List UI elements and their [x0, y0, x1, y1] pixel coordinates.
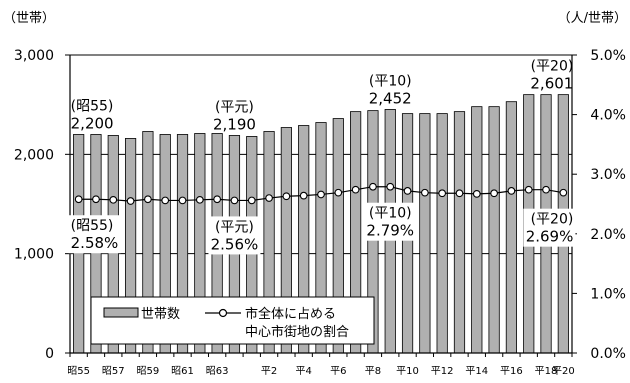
ratio-point [145, 196, 152, 203]
bar [437, 114, 447, 353]
ratio-point [404, 188, 411, 195]
ratio-point [370, 183, 377, 190]
legend-bar-label: 世帯数 [141, 307, 180, 322]
bar-annotation-value: 2,190 [213, 115, 256, 133]
ratio-point [422, 189, 429, 196]
bar [420, 114, 430, 353]
ratio-point [491, 190, 498, 197]
x-tick-label: 平8 [365, 366, 381, 377]
ratio-point [525, 186, 532, 193]
x-tick-label: 平6 [330, 366, 346, 377]
right-unit-label: （人/世帯） [558, 11, 627, 26]
left-tick-label: 3,000 [14, 48, 54, 64]
ratio-point [162, 197, 169, 204]
bar-annotation-value: 2,200 [71, 114, 114, 132]
ratio-point [179, 197, 186, 204]
ratio-point [214, 196, 221, 203]
ratio-point [93, 196, 100, 203]
bar-annotation-value: 2,601 [530, 75, 573, 93]
line-annotation-value: 2.58% [71, 234, 119, 252]
ratio-point [318, 191, 325, 198]
ratio-point [248, 197, 255, 204]
bar [454, 112, 464, 353]
line-annotation-value: 2.69% [526, 228, 574, 246]
bar-annotation-era: (昭55) [71, 98, 114, 114]
ratio-point [110, 197, 117, 204]
line-annotation-era: (昭55) [71, 218, 114, 234]
x-tick-label: 平4 [296, 366, 312, 377]
x-tick-label: 昭55 [67, 365, 90, 377]
left-tick-label: 2,000 [14, 147, 54, 163]
bar [472, 107, 482, 353]
right-tick-label: 5.0% [590, 48, 626, 64]
ratio-point [508, 188, 515, 195]
bar-annotation-era: (平元) [215, 99, 254, 115]
left-tick-label: 1,000 [14, 247, 54, 263]
line-annotation-value: 2.79% [366, 222, 414, 240]
x-tick-label: 平20 [552, 366, 575, 377]
left-unit-label: （世帯） [3, 11, 55, 26]
x-tick-label: 平2 [261, 366, 277, 377]
bar-annotation-value: 2,452 [369, 89, 412, 107]
ratio-point [266, 195, 273, 202]
right-tick-label: 4.0% [590, 108, 626, 124]
ratio-point [352, 186, 359, 193]
ratio-point [283, 193, 290, 200]
right-tick-label: 3.0% [590, 167, 626, 183]
x-tick-label: 平16 [500, 366, 523, 377]
ratio-point [473, 191, 480, 198]
bar [506, 102, 516, 353]
line-annotation-era: (平元) [215, 219, 254, 235]
ratio-point [439, 190, 446, 197]
ratio-point [387, 183, 394, 190]
x-tick-label: 昭63 [206, 365, 229, 377]
ratio-point [335, 189, 342, 196]
ratio-point [543, 186, 550, 193]
bar-annotation-era: (平20) [531, 59, 574, 75]
x-tick-label: 昭61 [171, 365, 194, 377]
line-annotation-era: (平20) [531, 212, 574, 228]
line-annotation-value: 2.56% [211, 235, 259, 253]
x-tick-label: 平12 [431, 366, 454, 377]
legend-bar-swatch [104, 308, 138, 317]
right-tick-label: 2.0% [590, 227, 626, 243]
ratio-point [560, 189, 567, 196]
line-annotation-era: (平10) [369, 206, 412, 222]
ratio-point [231, 197, 238, 204]
legend-line-label-2: 中心市街地の割合 [245, 324, 349, 340]
right-tick-label: 1.0% [590, 286, 626, 302]
ratio-point [456, 190, 463, 197]
x-tick-label: 昭59 [137, 365, 160, 377]
legend-line-label-1: 市全体に占める [245, 306, 336, 322]
legend: 世帯数 市全体に占める 中心市街地の割合 [91, 297, 374, 344]
x-tick-label: 昭57 [102, 365, 125, 377]
ratio-point [127, 198, 134, 205]
ratio-point [300, 192, 307, 199]
ratio-point [197, 197, 204, 204]
bar [489, 107, 499, 353]
ratio-point [75, 196, 82, 203]
left-tick-label: 0 [45, 346, 54, 362]
x-tick-label: 平14 [465, 366, 488, 377]
x-tick-label: 平10 [396, 366, 419, 377]
legend-line-marker [220, 310, 227, 317]
right-tick-label: 0.0% [590, 346, 626, 362]
bar-annotation-era: (平10) [369, 73, 412, 89]
